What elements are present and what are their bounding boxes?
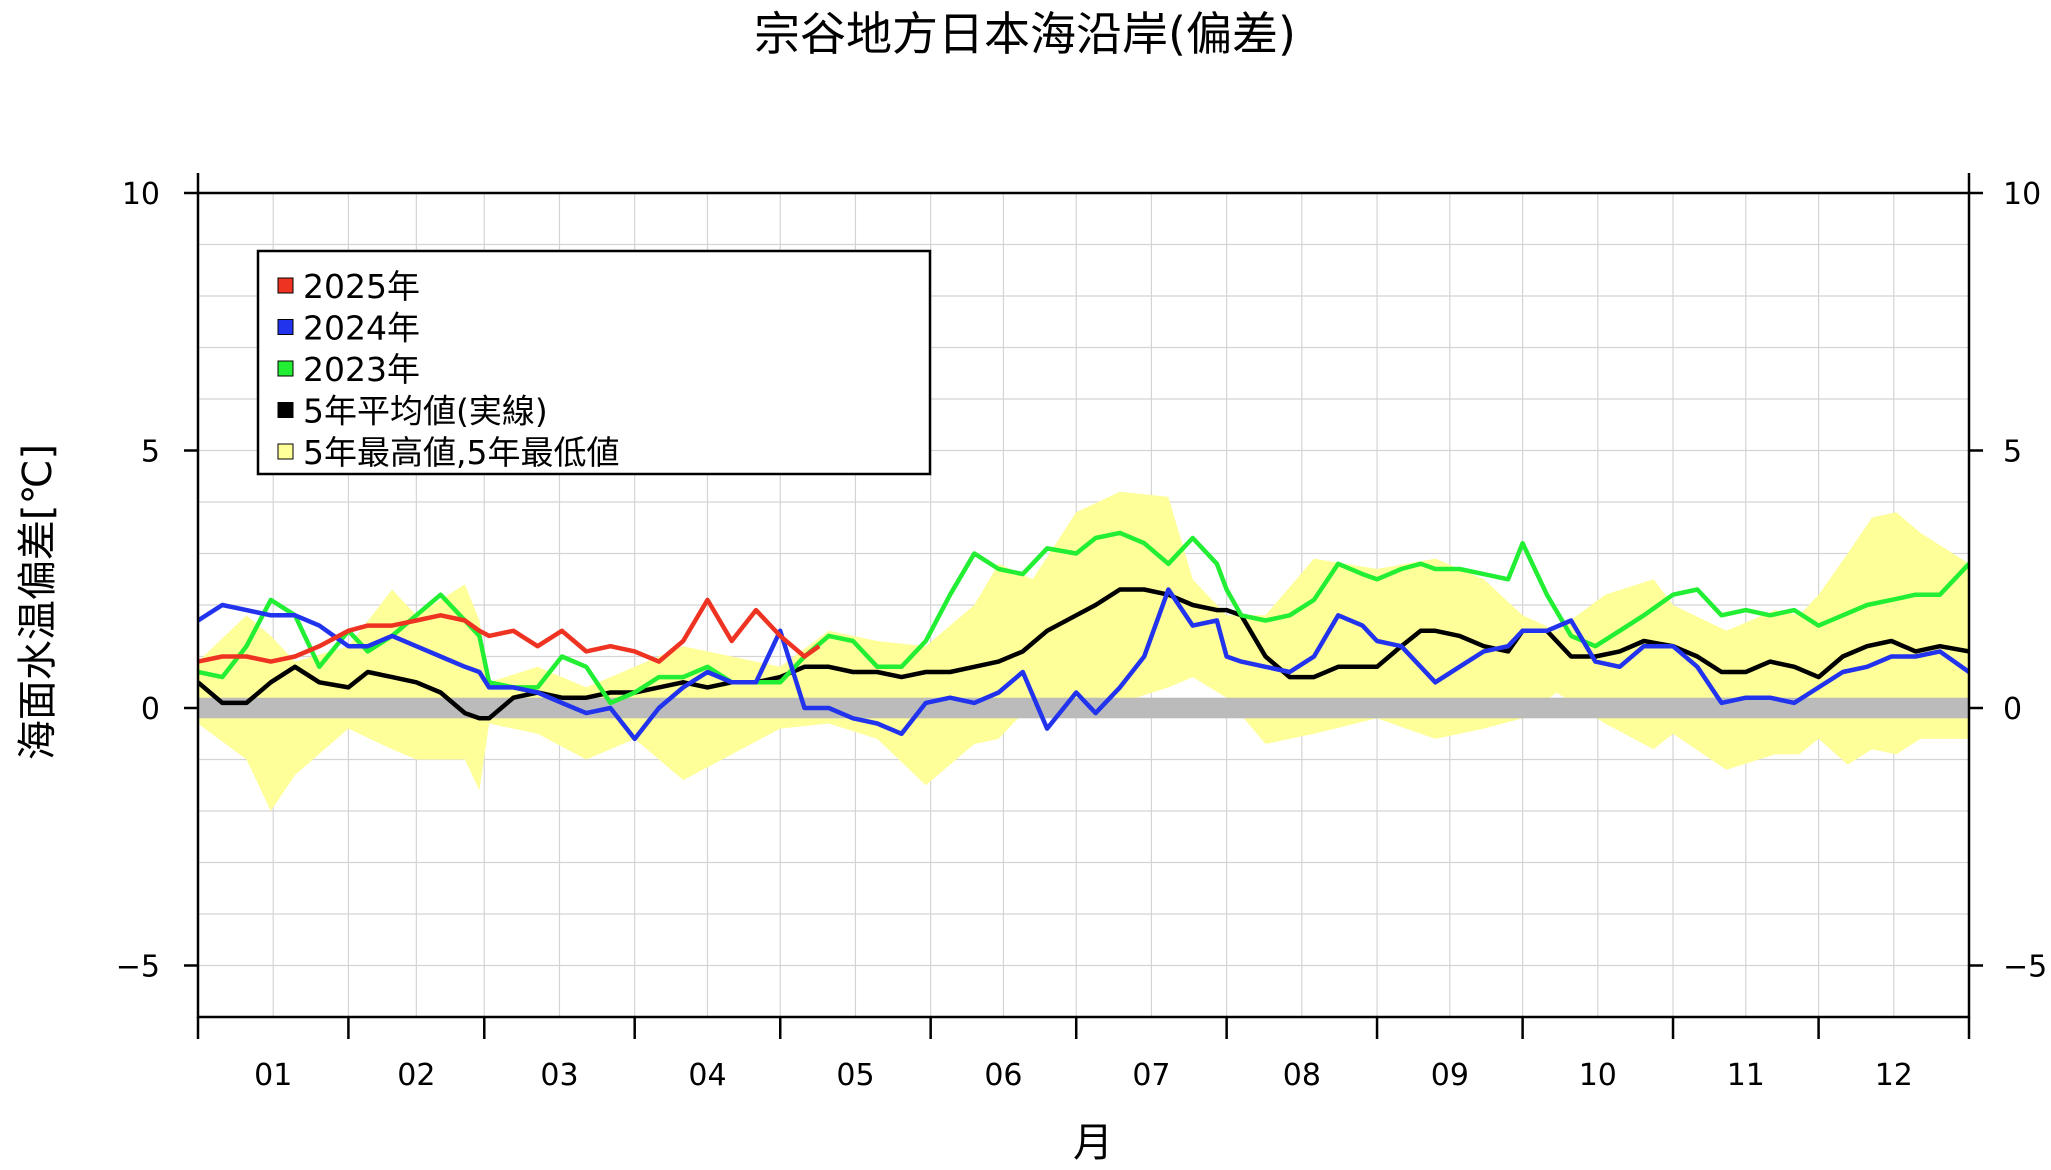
y-tick-label-right: 5 <box>2003 435 2022 470</box>
x-tick-label: 10 <box>1579 1058 1617 1093</box>
zero-band <box>198 697 1969 719</box>
x-tick-label: 09 <box>1431 1058 1469 1093</box>
chart-title: 宗谷地方日本海沿岸(偏差) <box>754 7 1296 61</box>
x-tick-label: 05 <box>836 1058 874 1093</box>
legend-label: 2024年 <box>303 309 420 348</box>
x-tick-label: 03 <box>540 1058 578 1093</box>
x-tick-label: 02 <box>397 1058 435 1093</box>
x-tick-label: 12 <box>1875 1058 1913 1093</box>
y-tick-label-right: 10 <box>2003 177 2041 212</box>
legend-swatch <box>277 443 294 460</box>
legend-swatch <box>277 277 294 294</box>
x-tick-label: 07 <box>1132 1058 1170 1093</box>
series-line <box>198 587 1969 742</box>
y-tick-label-left: −5 <box>116 950 160 985</box>
series-line <box>198 530 1969 706</box>
legend-label: 5年平均値(実線) <box>303 392 548 431</box>
envelope-band <box>198 491 1969 811</box>
x-tick-label: 06 <box>984 1058 1022 1093</box>
y-tick-label-left: 0 <box>141 692 160 727</box>
series-line <box>198 597 821 664</box>
y-tick-label-right: 0 <box>2003 692 2022 727</box>
legend-label: 2025年 <box>303 267 420 306</box>
x-tick-label: 11 <box>1727 1058 1765 1093</box>
legend-label: 5年最高値,5年最低値 <box>303 433 619 472</box>
plot-frame <box>196 191 1971 1019</box>
x-tick-label: 01 <box>254 1058 292 1093</box>
legend-swatch <box>277 319 294 335</box>
legend-swatch <box>277 402 294 418</box>
x-axis-title: 月 <box>1073 1120 1113 1166</box>
y-tick-label-right: −5 <box>2003 950 2047 985</box>
y-tick-label-left: 5 <box>141 435 160 470</box>
x-tick-label: 04 <box>688 1058 726 1093</box>
legend-label: 2023年 <box>303 350 420 389</box>
legend-box <box>256 249 932 476</box>
y-tick-label-left: 10 <box>122 177 160 212</box>
legend-swatch <box>277 360 294 377</box>
y-axis-title: 海面水温偏差[℃] <box>15 444 61 760</box>
series-line <box>198 587 1969 721</box>
x-tick-label: 08 <box>1283 1058 1321 1093</box>
